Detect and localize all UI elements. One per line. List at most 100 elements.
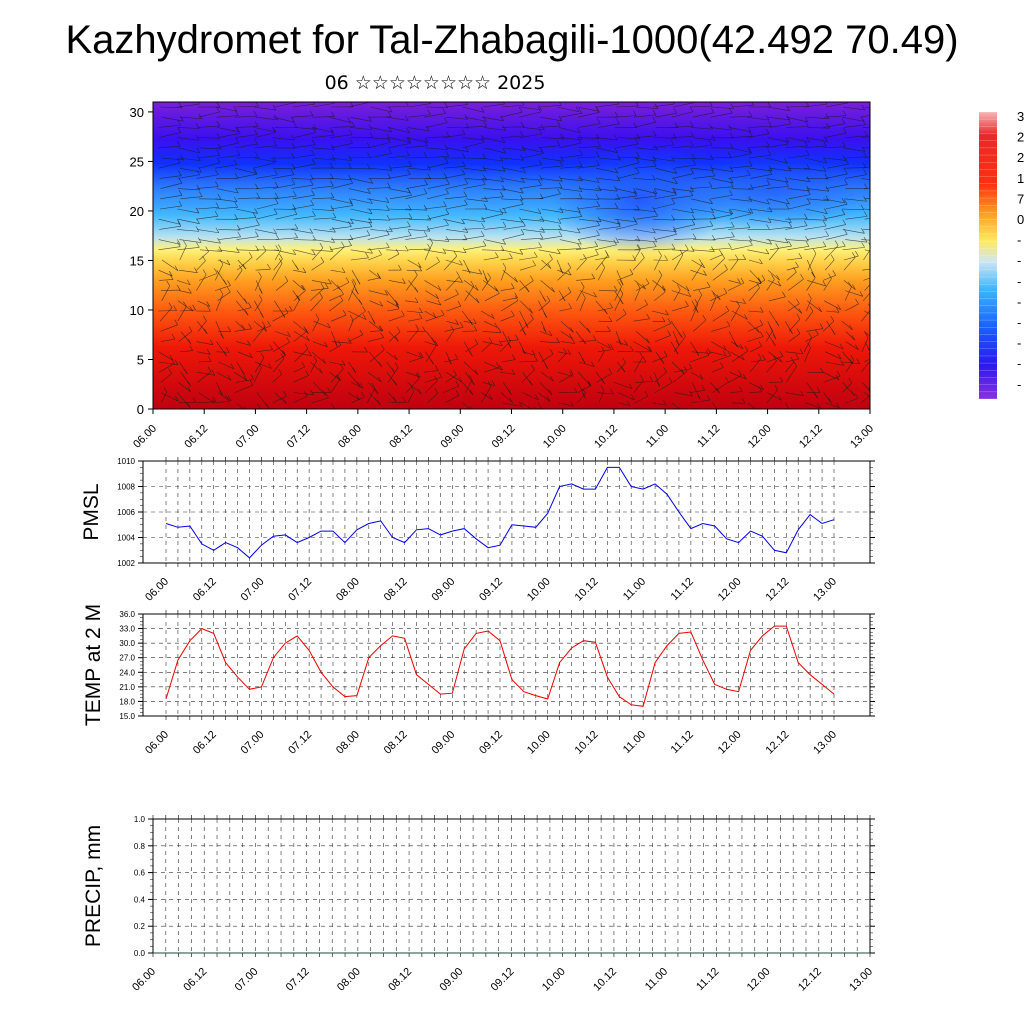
wind-barb (351, 396, 365, 404)
wind-barb (158, 269, 173, 277)
wind-barb (842, 382, 855, 396)
wind-barb (426, 155, 449, 159)
wind-barb (386, 372, 397, 386)
wind-barb (671, 195, 693, 200)
wind-barb-flag (694, 299, 699, 305)
wind-barb (312, 318, 320, 332)
wind-barb-flag (303, 326, 308, 332)
wind-barb-flag (759, 410, 762, 415)
wind-barb (861, 382, 870, 391)
wind-barb-flag (337, 340, 342, 346)
wind-barb (712, 355, 731, 363)
wind-barb (274, 249, 296, 255)
wind-barb-flag (748, 160, 753, 167)
wind-barb-flag (680, 368, 685, 375)
wind-barb-flag (652, 206, 656, 212)
wind-barb-flag (196, 147, 201, 154)
y-tick-label: 1010 (117, 457, 135, 466)
wind-barb (348, 167, 371, 170)
wind-barb (729, 213, 752, 220)
wind-barb (464, 125, 487, 128)
wind-barb (217, 127, 239, 133)
wind-barb-flag (646, 337, 650, 344)
wind-barb (160, 324, 178, 332)
wind-barb (671, 305, 689, 312)
wind-barb (254, 229, 277, 235)
wind-barb-flag (673, 168, 677, 174)
wind-barb (348, 310, 367, 320)
wind-barb (769, 123, 792, 128)
wind-barb (369, 152, 392, 159)
wind-barb-flag (271, 126, 276, 132)
wind-barb (635, 215, 658, 220)
wind-barb-flag (233, 105, 238, 112)
wind-barb (557, 269, 572, 276)
wind-barb-flag (234, 173, 239, 179)
wind-barb (330, 198, 353, 204)
wind-barb (389, 137, 412, 143)
wind-barb (255, 174, 278, 179)
wind-barb-flag (393, 380, 397, 386)
wind-barb (481, 392, 493, 400)
wind-barb-flag (311, 190, 315, 196)
wind-barb (408, 114, 431, 118)
wind-barb (502, 126, 525, 128)
wind-barb-flag (537, 106, 541, 113)
wind-barb-flag (823, 157, 827, 164)
wind-barb-flag (501, 137, 506, 143)
wind-barb-flag (388, 165, 392, 171)
wind-barb-flag (642, 356, 647, 363)
wind-barb-flag (255, 102, 259, 107)
wind-barb-flag (446, 178, 450, 185)
wind-barb-flag (842, 219, 846, 225)
wind-barb-flag (207, 305, 211, 312)
wind-barb (786, 239, 809, 242)
wind-barb (502, 233, 525, 240)
wind-barb (197, 125, 220, 128)
wind-barb (522, 351, 536, 356)
wind-barb (347, 392, 360, 401)
wind-barb (826, 163, 849, 169)
wind-barb-flag (196, 169, 200, 175)
wind-barb (519, 208, 541, 214)
wind-barb (558, 208, 581, 213)
wind-barb (861, 136, 870, 138)
wind-barb-flag (289, 305, 293, 312)
wind-barb-flag (832, 270, 837, 276)
wind-barb (291, 204, 314, 210)
wind-barb (690, 105, 713, 108)
wind-barb (538, 125, 561, 128)
wind-barb (633, 318, 650, 322)
x-tick-label: 09.00 (429, 729, 457, 757)
wind-barb (180, 196, 203, 200)
wind-barb-flag (529, 308, 533, 314)
wind-barb-flag (311, 139, 316, 145)
wind-barb-flag (578, 108, 583, 114)
wind-barb (765, 330, 773, 342)
wind-barb (389, 165, 412, 169)
wind-barb-flag (709, 123, 713, 130)
wind-barb-flag (404, 245, 409, 252)
wind-barb-flag (395, 300, 399, 306)
wind-barb (177, 218, 200, 224)
wind-barb-flag (757, 353, 762, 359)
wind-barb (673, 157, 696, 160)
wind-barb (349, 127, 372, 130)
wind-barb (463, 184, 486, 189)
wind-barb (575, 246, 598, 251)
wind-barb-flag (775, 320, 780, 327)
wind-barb (254, 276, 262, 291)
wind-barb-flag (437, 285, 442, 291)
x-tick-label: 11.12 (695, 423, 722, 450)
wind-barb (425, 122, 448, 128)
wind-barb (520, 178, 543, 181)
wind-barb-flag (634, 218, 638, 225)
wind-barb (235, 173, 257, 179)
wind-barb-flag (360, 383, 364, 389)
wind-barb-flag (255, 152, 259, 158)
wind-barb (845, 341, 859, 351)
wind-barb (424, 341, 438, 347)
wind-barb-flag (842, 141, 846, 147)
wind-barb (749, 358, 762, 373)
wind-barb (617, 156, 640, 159)
